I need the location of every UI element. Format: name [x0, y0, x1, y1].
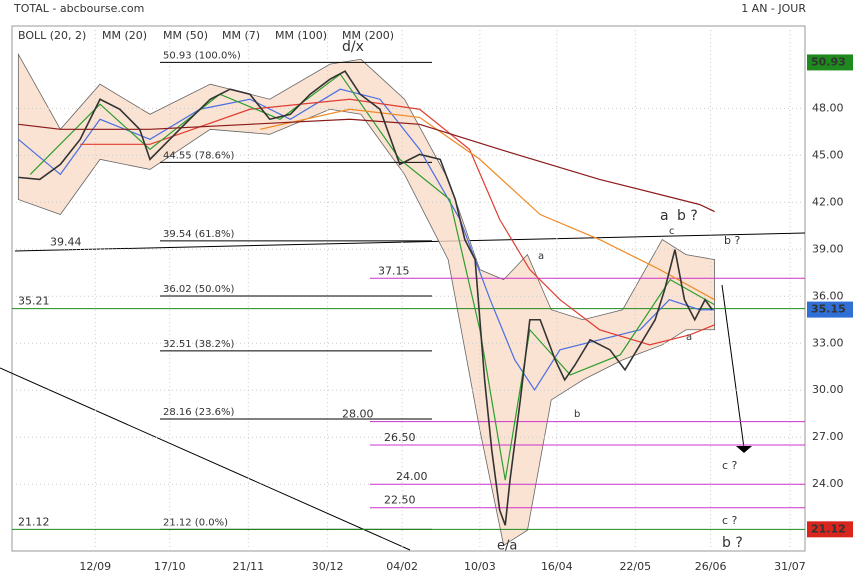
target-label: 28.00: [342, 408, 374, 421]
wave-label: e/a: [497, 539, 517, 554]
wave-label: b ?: [724, 234, 740, 247]
legend-entry: MM (20): [102, 29, 147, 42]
forecast-arrow: [721, 284, 745, 449]
wave-label: a: [660, 208, 669, 224]
x-tick-label: 30/12: [312, 560, 344, 573]
target-label: 26.50: [384, 431, 416, 444]
trend-label: 39.44: [50, 235, 82, 248]
target-label: 22.50: [384, 494, 416, 507]
plot-frame: [11, 25, 806, 552]
x-tick-label: 22/05: [619, 560, 651, 573]
legend-entry: BOLL (20, 2): [18, 29, 86, 42]
fib-label: 36.02 (50.0%): [163, 284, 234, 295]
y-tick-label: 36.00: [812, 289, 844, 302]
moving-average: [260, 108, 715, 301]
wave-label: a: [538, 251, 544, 262]
y-tick-label: 33.00: [812, 336, 844, 349]
y-tick-label: 39.00: [812, 242, 844, 255]
y-tick-label: 27.00: [812, 430, 844, 443]
legend-entry: MM (50): [163, 29, 208, 42]
wave-label: c ?: [722, 459, 738, 472]
legend-entry: MM (7): [222, 29, 260, 42]
price-badge: [807, 301, 853, 318]
x-tick-label: 31/07: [774, 560, 806, 573]
trend-line: [0, 367, 411, 551]
fib-label: 32.51 (38.2%): [163, 339, 234, 350]
legend-entry: MM (100): [275, 29, 327, 42]
wave-label: c: [669, 226, 675, 237]
fib-label: 21.12 (0.0%): [163, 517, 228, 528]
arrow-head: [736, 446, 752, 453]
support-label: 35.21: [18, 295, 50, 308]
x-tick-label: 04/02: [386, 560, 418, 573]
fib-label: 28.16 (23.6%): [163, 407, 234, 418]
x-tick-label: 12/09: [79, 560, 111, 573]
chart-title: TOTAL - abcbourse.com: [13, 2, 144, 15]
price-badge-label: 21.12: [811, 522, 846, 535]
fib-label: 44.55 (78.6%): [163, 150, 234, 161]
wave-label: b ?: [722, 535, 743, 551]
x-tick-label: 17/10: [154, 560, 186, 573]
y-tick-label: 45.00: [812, 148, 844, 161]
wave-label: d/x: [342, 39, 364, 55]
wave-label: c ?: [722, 514, 738, 527]
price-badge-label: 50.93: [811, 55, 846, 68]
moving-average: [80, 98, 715, 346]
moving-average: [29, 73, 715, 481]
legend-entry: MM (200): [342, 29, 394, 42]
support-label: 21.12: [18, 515, 50, 528]
x-tick-label: 16/04: [541, 560, 573, 573]
wave-label: b ?: [677, 208, 698, 224]
y-tick-label: 42.00: [812, 195, 844, 208]
price-badge: [807, 521, 853, 538]
fib-label: 50.93 (100.0%): [163, 50, 241, 61]
wave-label: b: [574, 409, 580, 420]
wave-label: a: [686, 332, 692, 343]
y-tick-label: 30.00: [812, 383, 844, 396]
target-label: 24.00: [396, 470, 428, 483]
target-label: 37.15: [378, 264, 410, 277]
price-badge-label: 35.15: [811, 303, 846, 316]
y-tick-label: 48.00: [812, 101, 844, 114]
x-tick-label: 21/11: [232, 560, 264, 573]
moving-average: [17, 88, 715, 392]
price-line: [18, 70, 713, 526]
x-tick-label: 26/06: [695, 560, 727, 573]
y-tick-label: 24.00: [812, 477, 844, 490]
chart-subtitle: 1 AN - JOUR: [741, 2, 806, 15]
price-badge: [807, 54, 853, 71]
trend-line: [14, 232, 806, 252]
fib-label: 39.54 (61.8%): [163, 229, 234, 240]
x-tick-label: 10/03: [464, 560, 496, 573]
